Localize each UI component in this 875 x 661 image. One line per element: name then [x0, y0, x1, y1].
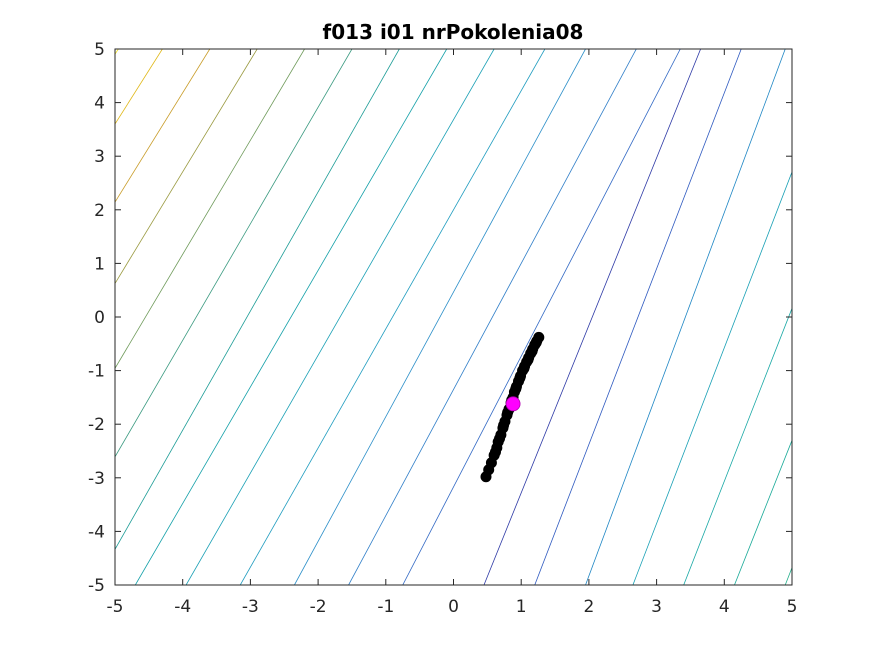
y-tick-label: 2	[94, 201, 105, 221]
contour-line-11	[348, 49, 637, 585]
contour-lines	[115, 49, 792, 585]
contour-line-15	[585, 49, 786, 585]
contour-line-14	[534, 49, 742, 585]
x-axis: -5 -4 -3 -2 -1 0 1 2 3 4 5	[107, 49, 798, 617]
x-tick-label: -5	[107, 597, 124, 617]
population-point	[494, 433, 506, 445]
chart-title: f013 i01 nrPokolenia08	[323, 20, 584, 44]
population-point	[498, 419, 510, 431]
y-tick-label: -2	[88, 415, 105, 435]
x-tick-label: 0	[448, 597, 459, 617]
y-tick-label: -1	[88, 362, 105, 382]
x-tick-label: -1	[377, 597, 394, 617]
y-tick-label: 3	[94, 147, 105, 167]
x-tick-label: 2	[583, 597, 594, 617]
x-tick-label: -4	[174, 597, 191, 617]
contour-line-13	[483, 49, 701, 585]
contour-line-5	[115, 49, 353, 458]
y-axis: -5 -4 -3 -2 -1 0 1 2 3 4 5	[88, 40, 792, 596]
contour-line-18	[734, 439, 792, 585]
x-tick-label: 3	[651, 597, 662, 617]
y-tick-label: 4	[94, 94, 105, 114]
contour-line-9	[239, 49, 546, 585]
population-point	[514, 372, 526, 384]
population-point	[510, 383, 522, 395]
x-tick-label: -2	[310, 597, 327, 617]
contour-line-16	[632, 170, 792, 585]
plot-area-frame	[114, 48, 793, 586]
contour-line-17	[683, 307, 792, 585]
best-point-layer	[505, 396, 521, 412]
population-point	[489, 446, 501, 458]
best-point	[505, 396, 521, 412]
contour-line-3	[115, 49, 258, 285]
y-tick-label: -4	[88, 522, 105, 542]
contour-line-2	[115, 49, 211, 203]
contour-line-19	[784, 566, 792, 585]
y-tick-label: -5	[88, 576, 105, 596]
y-tick-label: 0	[94, 308, 105, 328]
y-tick-label: 5	[94, 40, 105, 60]
contour-line-12	[402, 49, 681, 585]
contour-line-1	[115, 49, 163, 125]
x-tick-label: 1	[516, 597, 527, 617]
contour-line-10	[294, 49, 586, 585]
contour-line-8	[185, 49, 495, 585]
population-point	[530, 337, 542, 349]
x-tick-label: 5	[787, 597, 798, 617]
y-tick-label: 1	[94, 254, 105, 274]
contour-line-6	[115, 49, 400, 551]
y-tick-label: -3	[88, 469, 105, 489]
x-tick-label: -3	[242, 597, 259, 617]
contour-line-7	[134, 49, 448, 585]
x-tick-label: 4	[719, 597, 730, 617]
contour-line-4	[115, 49, 305, 370]
